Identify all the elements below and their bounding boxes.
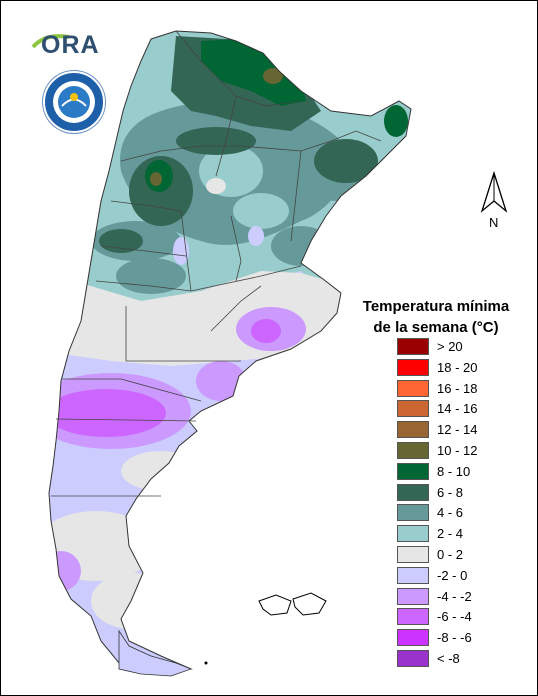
legend-label: 4 - 6 xyxy=(437,505,464,521)
legend-label: -8 - -6 xyxy=(437,630,472,646)
legend-swatch xyxy=(397,587,429,605)
legend-label: 0 - 2 xyxy=(437,547,464,562)
legend-swatch xyxy=(397,400,429,418)
province-boundaries xyxy=(51,30,382,497)
legend-title-line1: Temperatura mínima xyxy=(362,298,510,315)
legend-label: < -8 xyxy=(437,651,460,666)
legend-item: 4 - 6 xyxy=(397,504,464,522)
legend-item: 12 - 14 xyxy=(397,421,478,439)
legend-label: 10 - 12 xyxy=(437,443,478,458)
north-label: N xyxy=(489,215,499,230)
legend-title: Temperatura mínima de la semana (°C) xyxy=(341,296,531,338)
smn-seal-logo xyxy=(43,71,105,133)
legend-label: 12 - 14 xyxy=(437,422,478,438)
legend-item: -6 - -4 xyxy=(397,608,472,626)
legend-swatch xyxy=(397,546,429,563)
legend-swatch xyxy=(397,421,429,439)
legend-label: 14 - 16 xyxy=(437,401,478,417)
legend-label: -4 - -2 xyxy=(437,588,472,604)
legend-item: 18 - 20 xyxy=(397,358,478,376)
legend-item: 2 - 4 xyxy=(397,525,464,543)
legend-swatch xyxy=(397,629,429,647)
legend-swatch xyxy=(397,483,429,501)
legend-swatch xyxy=(397,566,429,584)
legend-item: 14 - 16 xyxy=(397,400,478,418)
legend-swatch xyxy=(397,504,429,522)
legend-label: 8 - 10 xyxy=(437,463,471,479)
legend-label: -6 - -4 xyxy=(437,609,472,625)
legend-label: 18 - 20 xyxy=(437,359,478,375)
ora-logo: ORA xyxy=(41,31,100,59)
ora-logo-arc xyxy=(31,34,70,49)
legend-label: > 20 xyxy=(437,339,463,354)
legend-swatch xyxy=(397,442,429,459)
legend-item: -4 - -2 xyxy=(397,587,472,605)
legend-swatch xyxy=(397,525,429,543)
legend-swatch xyxy=(397,650,429,667)
legend-item: 16 - 18 xyxy=(397,379,478,397)
legend-item: 8 - 10 xyxy=(397,462,471,480)
malvinas-islands xyxy=(258,592,327,616)
legend-label: 6 - 8 xyxy=(437,484,464,500)
legend-label: 16 - 18 xyxy=(437,380,478,396)
legend-item: 0 - 2 xyxy=(397,546,463,563)
legend-item: > 20 xyxy=(397,338,463,355)
legend-swatch xyxy=(397,338,429,355)
legend-label: 2 - 4 xyxy=(437,526,464,542)
legend-swatch xyxy=(397,379,429,397)
legend-item: < -8 xyxy=(397,650,460,667)
legend-item: -2 - 0 xyxy=(397,566,468,584)
legend-item: 10 - 12 xyxy=(397,442,477,459)
legend-item: 6 - 8 xyxy=(397,483,464,501)
legend-item: -8 - -6 xyxy=(397,629,472,647)
legend-title-line2: de la semana (°C) xyxy=(373,319,499,336)
legend-swatch xyxy=(397,462,429,480)
legend-label: -2 - 0 xyxy=(437,567,468,583)
legend-swatch xyxy=(397,358,429,376)
legend-swatch xyxy=(397,608,429,626)
north-arrow-icon xyxy=(480,171,508,213)
